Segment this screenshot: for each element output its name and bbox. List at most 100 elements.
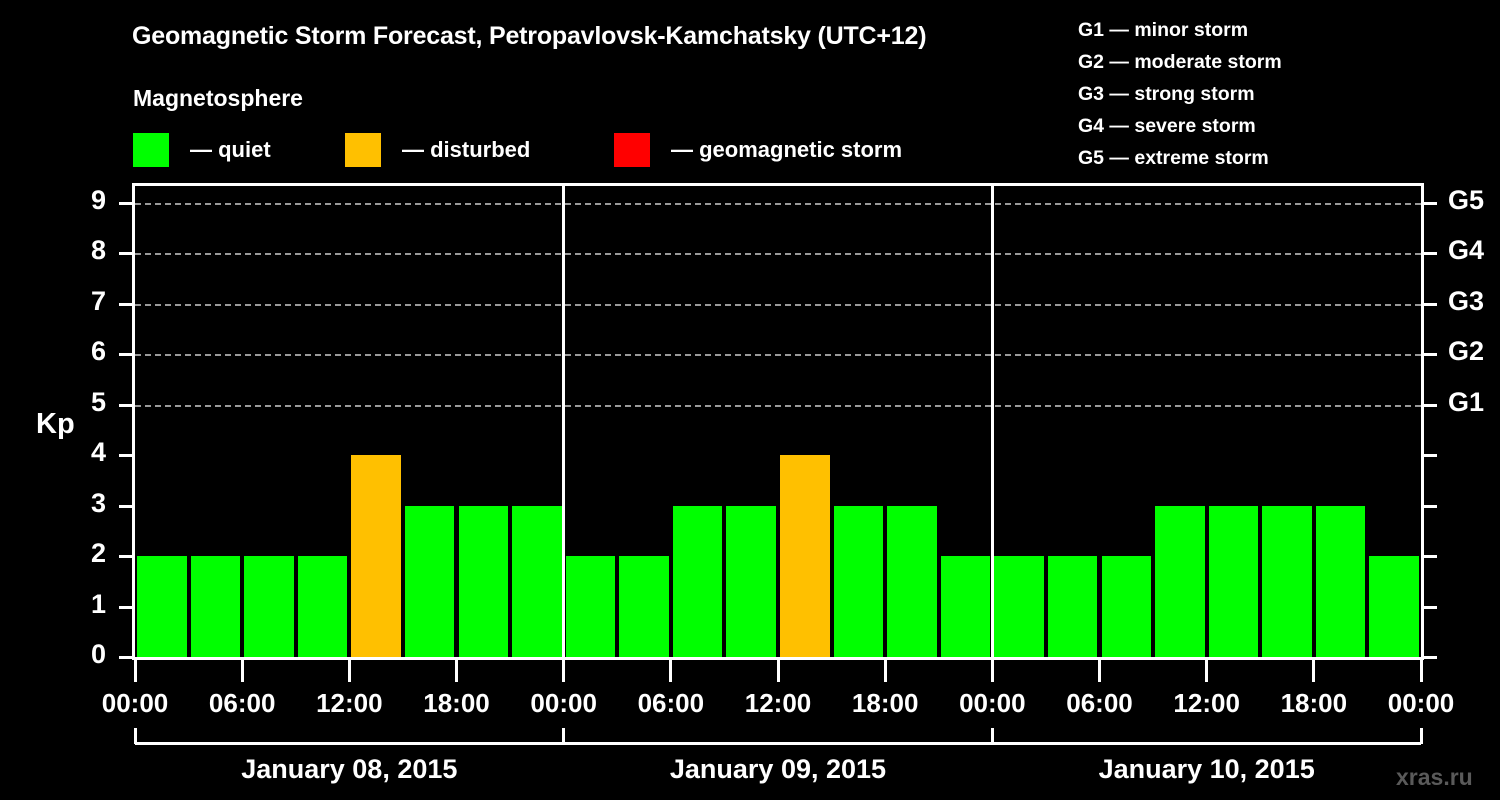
y-axis-tick-right xyxy=(1424,504,1437,508)
date-bracket-cap xyxy=(562,728,566,744)
plot-inner xyxy=(135,186,1421,657)
date-bracket-cap xyxy=(1419,728,1423,744)
bar xyxy=(1262,505,1312,657)
bar xyxy=(565,556,616,657)
bar xyxy=(190,556,241,657)
date-label: January 10, 2015 xyxy=(1098,754,1315,784)
y-axis-label: 2 xyxy=(90,538,106,569)
y-axis-tick xyxy=(119,656,132,659)
x-axis-tick xyxy=(990,660,994,682)
x-axis-tick xyxy=(1098,660,1101,682)
x-axis-label: 12:00 xyxy=(1173,688,1240,718)
y-axis-label: 3 xyxy=(90,487,106,518)
x-axis-tick xyxy=(133,660,137,682)
bar xyxy=(351,455,401,657)
x-axis-tick xyxy=(776,660,780,682)
legend-swatch-quiet xyxy=(133,133,169,167)
g-scale-axis-label: G4 xyxy=(1448,235,1485,266)
y-axis-tick xyxy=(119,302,132,306)
y-axis-tick-right xyxy=(1424,353,1437,357)
day-separator xyxy=(562,186,566,657)
bar xyxy=(672,505,723,657)
page-title: Geomagnetic Storm Forecast, Petropavlovs… xyxy=(132,22,927,50)
bar xyxy=(940,556,991,657)
plot-area xyxy=(132,183,1424,660)
gridline xyxy=(135,303,1421,306)
gridline xyxy=(135,203,1421,205)
x-axis-label: 00:00 xyxy=(1387,688,1455,718)
y-axis-label: 0 xyxy=(90,639,106,669)
y-axis-tick-right xyxy=(1424,202,1437,205)
y-axis-label: 5 xyxy=(90,386,106,417)
bar xyxy=(244,556,294,657)
x-axis-label: 06:00 xyxy=(208,688,276,718)
y-axis-tick xyxy=(119,403,132,407)
bar xyxy=(887,505,937,657)
date-bracket-cap xyxy=(990,728,994,744)
legend-swatch-storm xyxy=(614,133,650,167)
y-axis-tick-right xyxy=(1424,252,1437,256)
x-axis-label: 06:00 xyxy=(637,688,705,718)
legend-item-storm: — geomagnetic storm xyxy=(614,133,902,167)
magnetosphere-legend-title: Magnetosphere xyxy=(133,85,303,111)
legend-label-quiet: — quiet xyxy=(190,137,271,162)
x-axis-tick xyxy=(240,660,244,682)
day-separator xyxy=(990,186,994,657)
bar xyxy=(1101,556,1152,657)
date-label: January 09, 2015 xyxy=(669,754,887,784)
y-axis-tick-right xyxy=(1424,454,1437,458)
x-axis-label: 06:00 xyxy=(1066,688,1133,718)
x-axis-label: 00:00 xyxy=(959,688,1026,718)
x-axis-label: 18:00 xyxy=(851,688,919,718)
y-axis-tick xyxy=(119,252,132,256)
y-axis-tick xyxy=(119,454,132,458)
legend-label-storm: — geomagnetic storm xyxy=(671,137,903,162)
y-axis-tick-right xyxy=(1424,555,1437,559)
g-scale-axis-label: G1 xyxy=(1448,386,1485,417)
y-axis-label: 6 xyxy=(90,336,106,367)
y-axis-tick xyxy=(119,202,132,205)
bar xyxy=(726,505,776,657)
y-axis-tick xyxy=(119,353,132,357)
legend-item-quiet: — quiet xyxy=(133,133,271,167)
bar xyxy=(833,505,884,657)
y-axis-title: Kp xyxy=(36,408,75,440)
bar xyxy=(458,505,509,657)
x-axis-tick xyxy=(455,660,458,682)
y-axis-tick xyxy=(119,504,132,508)
y-axis-tick xyxy=(119,555,132,559)
g-scale-legend-item: G2 — moderate storm xyxy=(1078,51,1282,73)
legend-swatch-disturbed xyxy=(345,133,381,167)
x-axis-label: 12:00 xyxy=(316,688,383,718)
x-axis-tick xyxy=(1205,660,1209,682)
gridline xyxy=(135,253,1421,256)
y-axis-tick xyxy=(119,605,132,609)
date-bracket-rule xyxy=(135,742,564,745)
gridline xyxy=(135,404,1421,407)
x-axis-tick xyxy=(883,660,887,682)
x-axis-label: 18:00 xyxy=(423,688,490,718)
x-axis-tick xyxy=(1419,660,1423,682)
x-axis-tick xyxy=(562,660,566,682)
legend-label-disturbed: — disturbed xyxy=(402,137,531,162)
bar xyxy=(1369,556,1419,657)
x-axis-tick xyxy=(347,660,351,682)
bar xyxy=(1047,556,1098,657)
g-scale-legend-item: G1 — minor storm xyxy=(1078,19,1249,41)
g-scale-legend-item: G3 — strong storm xyxy=(1078,83,1255,105)
g-scale-axis-label: G5 xyxy=(1448,185,1485,215)
g-scale-axis-label: G2 xyxy=(1448,336,1485,367)
x-axis-label: 00:00 xyxy=(530,688,597,718)
x-axis-label: 18:00 xyxy=(1280,688,1348,718)
y-axis-label: 8 xyxy=(90,235,106,266)
date-bracket-rule xyxy=(563,742,993,745)
bar xyxy=(297,556,348,657)
bar xyxy=(1155,505,1205,657)
y-axis-label: 4 xyxy=(90,437,106,468)
y-axis-label: 7 xyxy=(90,285,106,316)
g-scale-legend: G1 — minor storm G2 — moderate storm G3 … xyxy=(1078,14,1282,174)
bar xyxy=(780,455,830,657)
bar xyxy=(404,505,455,657)
x-axis-label: 12:00 xyxy=(744,688,812,718)
